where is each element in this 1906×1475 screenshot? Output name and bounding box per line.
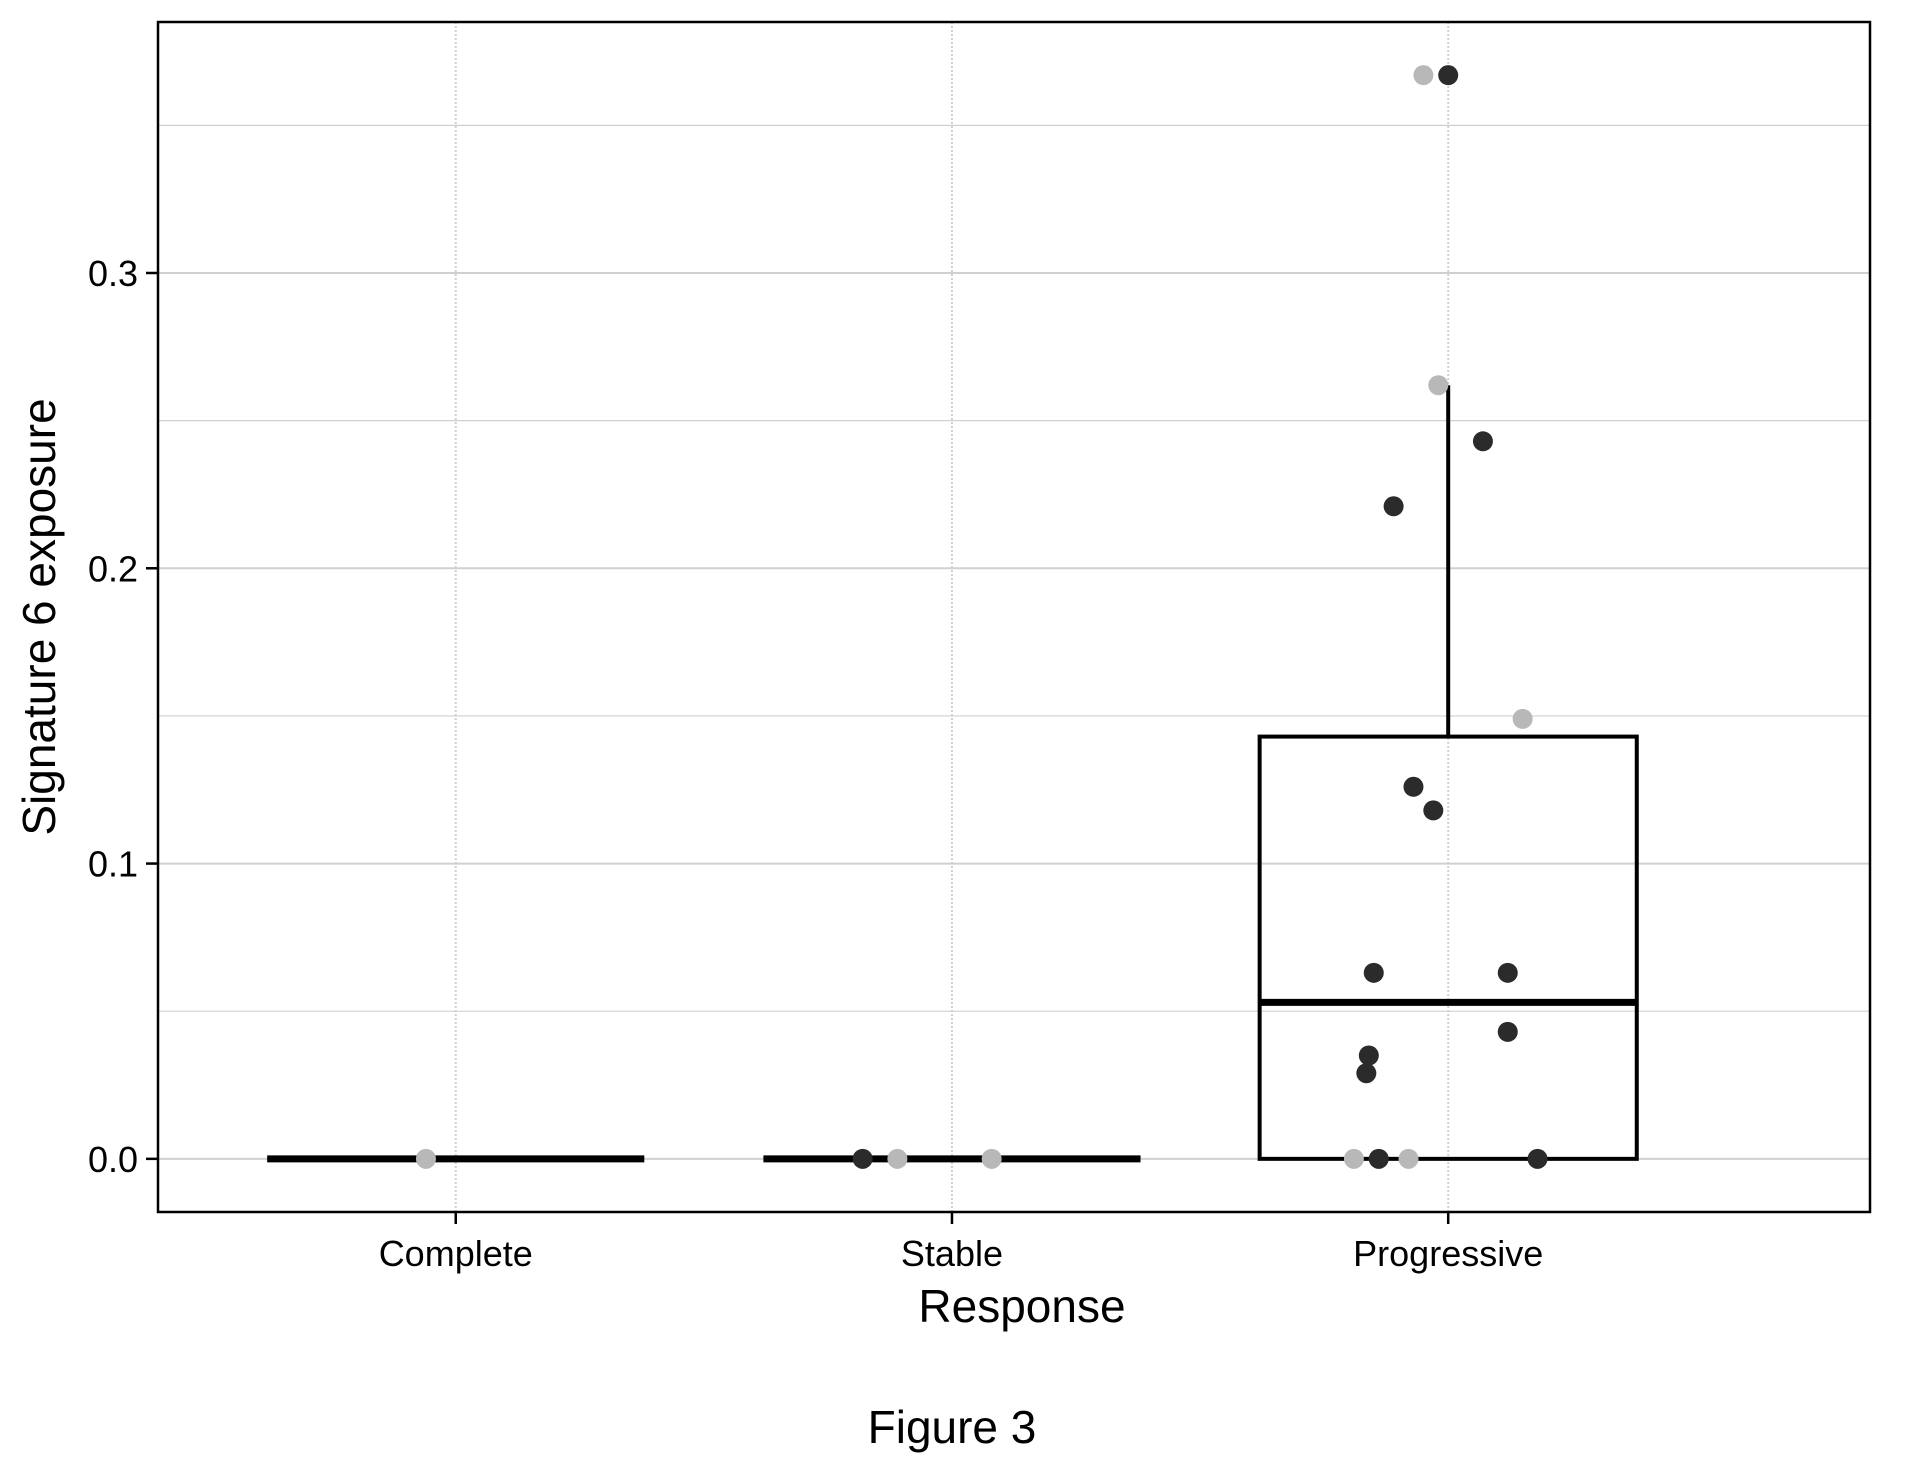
- y-axis-title: Signature 6 exposure: [13, 398, 65, 835]
- y-tick-label-0: 0.0: [88, 1139, 138, 1180]
- figure-caption: Figure 3: [868, 1401, 1037, 1453]
- point-progressive-7: [1472, 431, 1493, 452]
- box-progressive: [1257, 385, 1639, 1161]
- point-progressive-10: [1403, 776, 1424, 797]
- y-tick-label-2: 0.2: [88, 548, 138, 589]
- point-progressive-11: [1423, 800, 1444, 821]
- y-tick-label-3: 0.3: [88, 253, 138, 294]
- point-progressive-19: [1398, 1148, 1419, 1169]
- data-points: [415, 65, 1548, 1169]
- point-progressive-8: [1383, 496, 1404, 517]
- point-stable-2: [887, 1148, 908, 1169]
- grid-lines: [158, 22, 1870, 1212]
- y-tick-label-1: 0.1: [88, 844, 138, 885]
- point-progressive-9: [1512, 708, 1533, 729]
- point-progressive-4: [1413, 65, 1434, 86]
- point-progressive-6: [1428, 375, 1449, 396]
- x-axis-title: Response: [918, 1280, 1125, 1332]
- point-progressive-5: [1438, 65, 1459, 86]
- point-progressive-16: [1356, 1063, 1377, 1084]
- point-progressive-17: [1343, 1148, 1364, 1169]
- x-tick-label-stable: Stable: [901, 1233, 1003, 1274]
- x-tick-label-complete: Complete: [379, 1233, 533, 1274]
- point-complete-0: [415, 1148, 436, 1169]
- point-progressive-18: [1368, 1148, 1389, 1169]
- point-progressive-12: [1363, 962, 1384, 983]
- point-stable-3: [981, 1148, 1002, 1169]
- plot-frame: [156, 20, 1872, 1214]
- x-tick-label-progressive: Progressive: [1353, 1233, 1543, 1274]
- box-progressive-iqr: [1257, 734, 1639, 1161]
- boxes: [267, 385, 1639, 1163]
- axes: 0.0 0.1 0.2 0.3 Complete Stable Progressive: [88, 253, 1543, 1274]
- point-stable-1: [852, 1148, 873, 1169]
- point-progressive-13: [1497, 962, 1518, 983]
- point-progressive-20: [1527, 1148, 1548, 1169]
- point-progressive-15: [1358, 1045, 1379, 1066]
- point-progressive-14: [1497, 1021, 1518, 1042]
